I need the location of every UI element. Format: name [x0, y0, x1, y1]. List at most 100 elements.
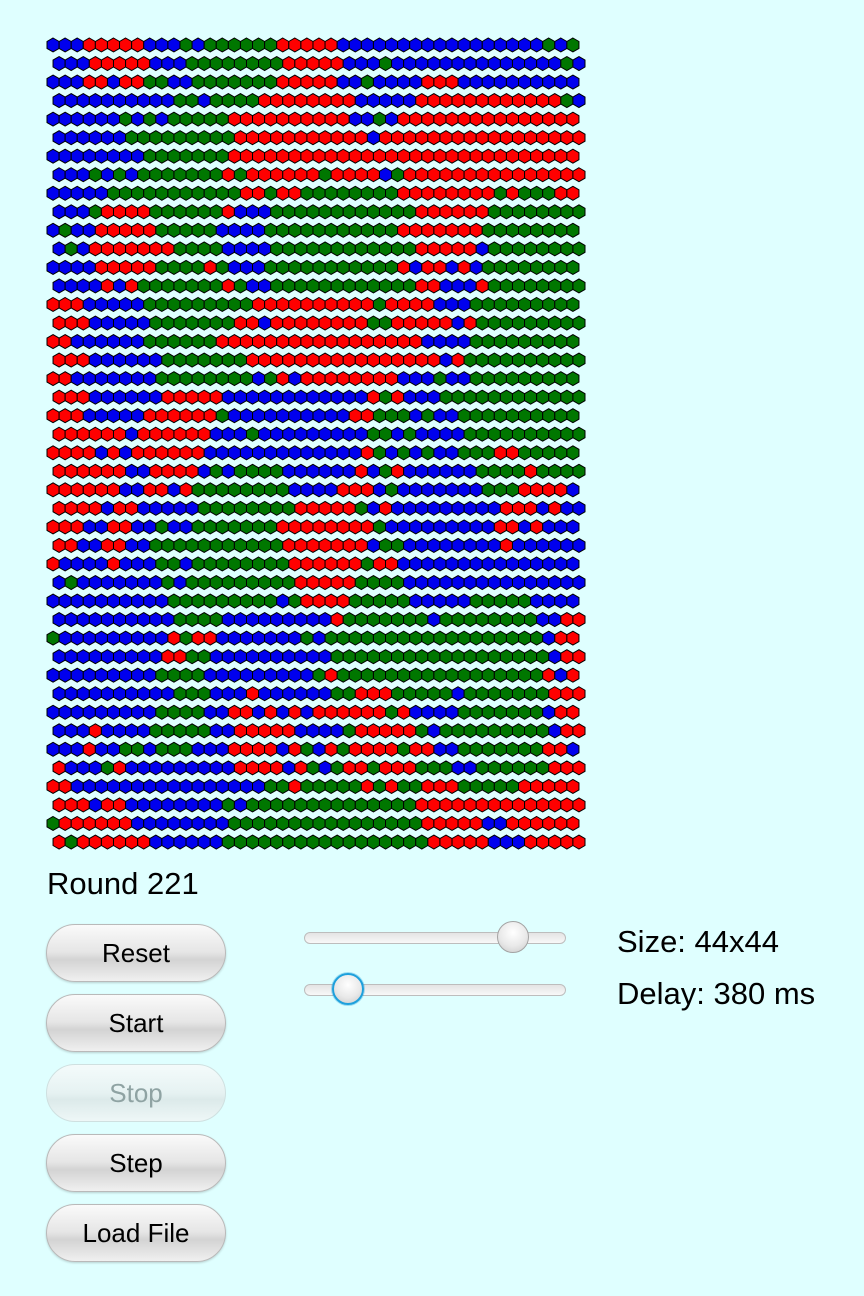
hex-cell[interactable] [173, 241, 187, 257]
hex-cell[interactable] [46, 185, 60, 201]
hex-cell[interactable] [385, 111, 399, 127]
hex-cell[interactable] [46, 333, 60, 350]
hex-cell[interactable] [88, 204, 102, 220]
hex-cell[interactable] [300, 185, 314, 201]
hex-cell[interactable] [385, 741, 399, 757]
hex-cell[interactable] [58, 519, 72, 535]
hex-cell[interactable] [215, 778, 229, 794]
hex-cell[interactable] [445, 37, 459, 53]
hex-cell[interactable] [179, 741, 193, 757]
hex-cell[interactable] [548, 463, 562, 479]
hex-cell[interactable] [288, 148, 302, 164]
hex-cell[interactable] [64, 167, 78, 183]
hex-cell[interactable] [88, 426, 102, 442]
hex-cell[interactable] [530, 630, 544, 646]
hex-cell[interactable] [421, 556, 435, 572]
hex-cell[interactable] [372, 630, 387, 646]
hex-cell[interactable] [227, 778, 241, 794]
hex-cell[interactable] [258, 93, 272, 109]
hex-cell[interactable] [215, 815, 229, 832]
hex-cell[interactable] [481, 778, 495, 794]
hex-cell[interactable] [185, 426, 199, 442]
hex-cell[interactable] [385, 630, 399, 646]
hex-cell[interactable] [372, 408, 387, 424]
hex-cell[interactable] [52, 93, 66, 109]
hex-cell[interactable] [524, 760, 538, 776]
hex-cell[interactable] [493, 704, 507, 720]
hex-cell[interactable] [191, 408, 205, 424]
hex-cell[interactable] [215, 593, 229, 609]
hex-cell[interactable] [439, 649, 453, 665]
hex-cell[interactable] [403, 574, 417, 591]
delay-slider-track[interactable] [304, 984, 566, 996]
hex-cell[interactable] [149, 204, 163, 220]
hex-cell[interactable] [542, 37, 556, 53]
hex-cell[interactable] [82, 111, 96, 127]
hex-cell[interactable] [342, 834, 356, 850]
hex-cell[interactable] [366, 93, 380, 109]
hex-cell[interactable] [209, 167, 223, 183]
hex-cell[interactable] [227, 519, 241, 535]
hex-cell[interactable] [52, 241, 66, 257]
hex-cell[interactable] [179, 333, 193, 350]
hex-cell[interactable] [318, 723, 332, 739]
hex-cell[interactable] [366, 537, 380, 554]
hex-cell[interactable] [409, 148, 423, 164]
hex-cell[interactable] [542, 259, 556, 275]
hex-cell[interactable] [264, 408, 278, 424]
hex-cell[interactable] [505, 519, 520, 535]
hex-cell[interactable] [100, 204, 114, 220]
hex-cell[interactable] [179, 445, 193, 461]
hex-cell[interactable] [288, 556, 302, 572]
hex-cell[interactable] [100, 352, 114, 368]
hex-cell[interactable] [52, 426, 66, 442]
hex-cell[interactable] [421, 445, 435, 461]
hex-cell[interactable] [143, 482, 157, 498]
hex-cell[interactable] [46, 741, 60, 757]
hex-cell[interactable] [385, 704, 399, 720]
hex-cell[interactable] [457, 482, 471, 498]
hex-cell[interactable] [233, 649, 247, 665]
hex-cell[interactable] [215, 371, 229, 387]
hex-cell[interactable] [342, 760, 356, 776]
hex-cell[interactable] [106, 111, 121, 127]
hex-cell[interactable] [360, 519, 374, 535]
hex-cell[interactable] [511, 55, 526, 72]
hex-cell[interactable] [300, 296, 314, 313]
hex-cell[interactable] [348, 74, 362, 90]
hex-cell[interactable] [348, 741, 362, 757]
hex-cell[interactable] [409, 259, 423, 275]
hex-cell[interactable] [499, 55, 513, 72]
hex-cell[interactable] [294, 723, 308, 739]
hex-cell[interactable] [505, 408, 520, 424]
hex-cell[interactable] [366, 612, 380, 628]
hex-cell[interactable] [76, 797, 90, 813]
hex-cell[interactable] [427, 426, 441, 442]
hex-cell[interactable] [499, 241, 513, 257]
hex-cell[interactable] [324, 148, 338, 164]
hex-cell[interactable] [421, 815, 435, 832]
hex-cell[interactable] [505, 371, 520, 387]
hex-cell[interactable] [221, 352, 235, 368]
hex-cell[interactable] [276, 37, 290, 53]
hex-cell[interactable] [360, 815, 374, 832]
hex-cell[interactable] [100, 463, 114, 479]
hex-cell[interactable] [318, 93, 332, 109]
hex-cell[interactable] [245, 463, 260, 479]
hex-cell[interactable] [233, 93, 247, 109]
hex-cell[interactable] [143, 630, 157, 646]
hex-cell[interactable] [409, 185, 423, 201]
hex-cell[interactable] [554, 667, 568, 683]
hex-cell[interactable] [167, 556, 181, 572]
hex-cell[interactable] [125, 797, 139, 813]
hex-cell[interactable] [499, 537, 513, 554]
hex-cell[interactable] [137, 797, 151, 813]
hex-cell[interactable] [524, 278, 538, 294]
hex-cell[interactable] [318, 537, 332, 554]
hex-cell[interactable] [282, 797, 296, 813]
hex-cell[interactable] [530, 296, 544, 313]
hex-cell[interactable] [88, 500, 102, 516]
hex-cell[interactable] [294, 649, 308, 665]
hex-cell[interactable] [276, 408, 290, 424]
hex-cell[interactable] [318, 649, 332, 665]
